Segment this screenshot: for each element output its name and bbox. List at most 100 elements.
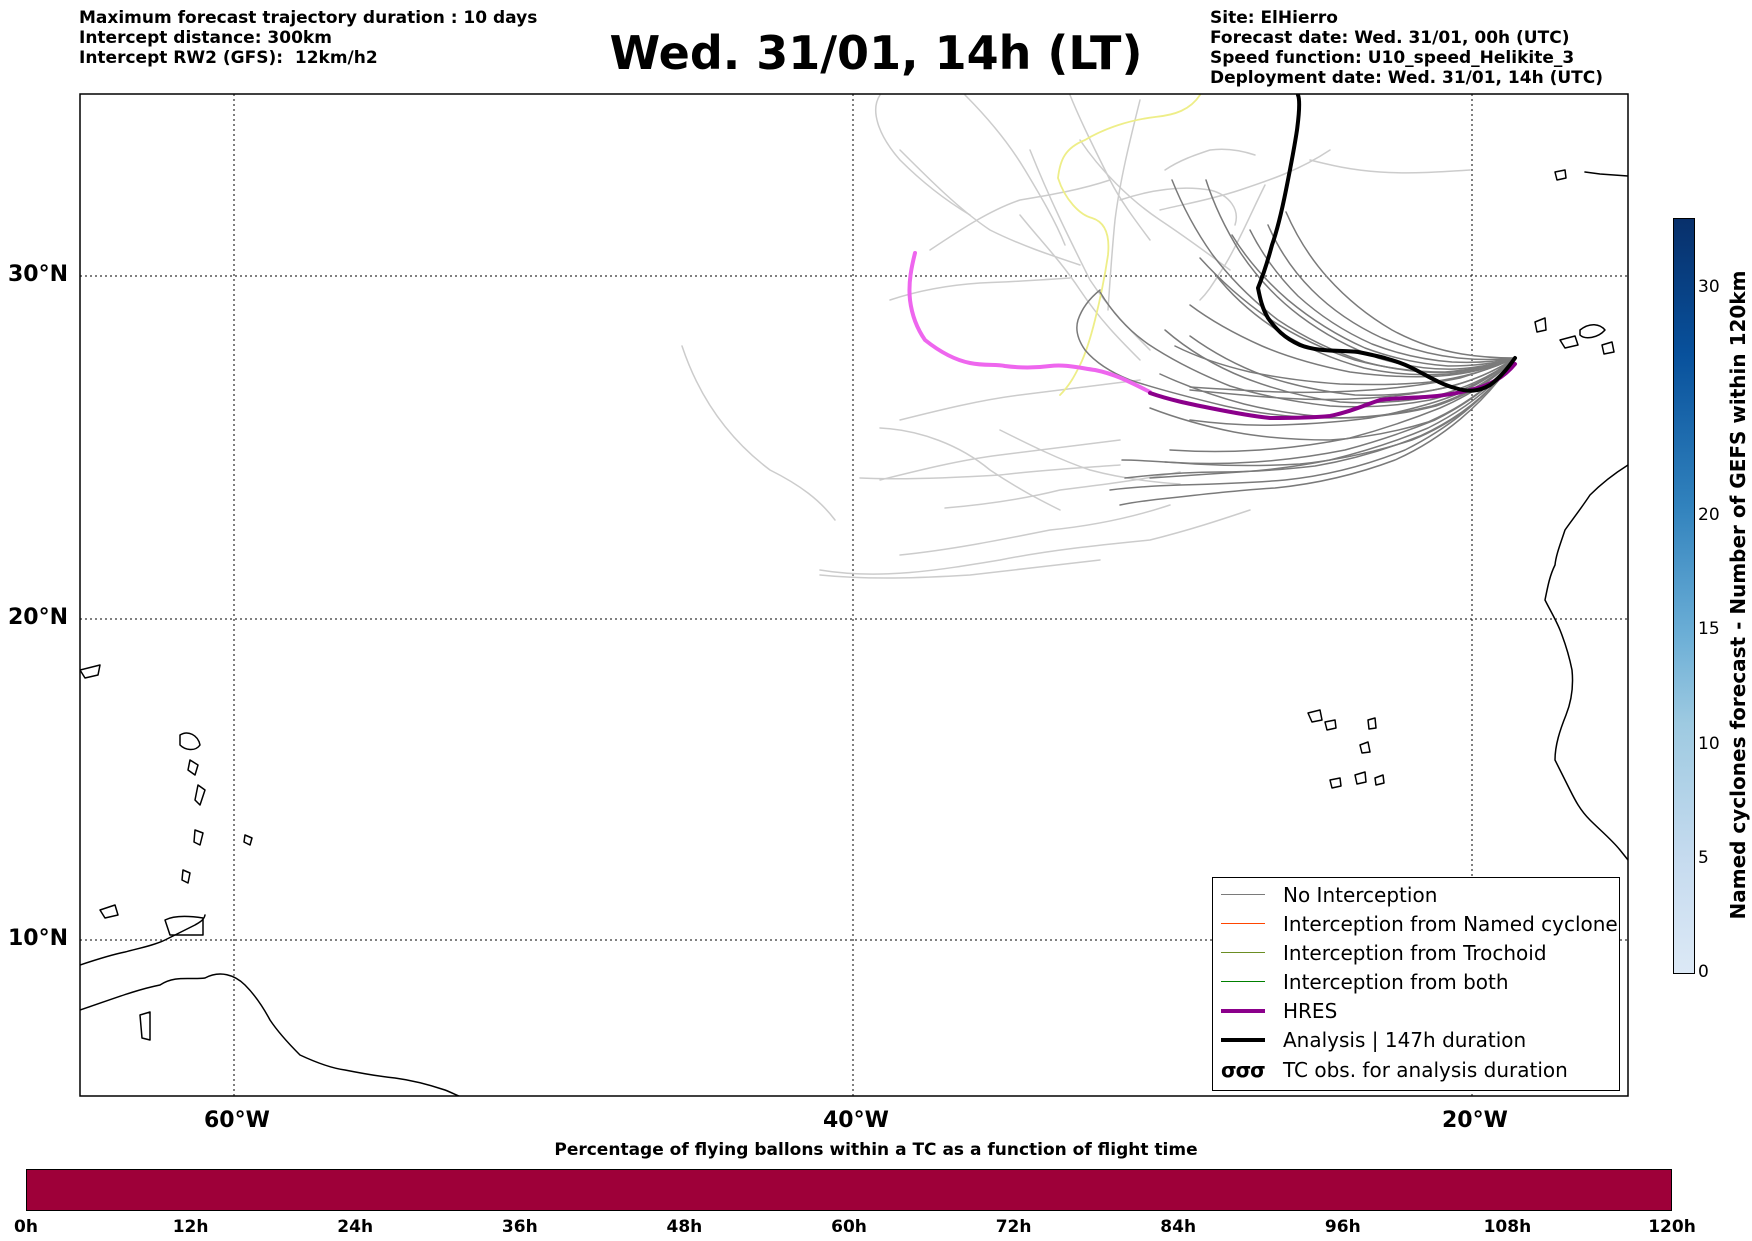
flight-time-tick-0h: 0h: [14, 1217, 38, 1237]
coast-caribbean-4: [194, 784, 206, 806]
coast-africa: [1544, 464, 1628, 861]
light-track-22: [819, 559, 1101, 579]
flight-time-tick-72h: 72h: [995, 1217, 1032, 1237]
coast-caribbean-9: [243, 834, 253, 846]
ensemble-light-tracks: [681, 94, 1471, 579]
header-right-line-4: Deployment date: Wed. 31/01, 14h (UTC): [1210, 68, 1604, 88]
coast-canary-3: [1579, 324, 1606, 339]
light-track-9: [889, 277, 1071, 301]
gray-track-18: [1214, 273, 1516, 376]
legend-swatch-hres: [1221, 1008, 1265, 1013]
coast-canary-4: [1601, 341, 1615, 355]
light-track-1: [681, 345, 836, 521]
gray-track-10: [1119, 357, 1516, 506]
legend-swatch-both: [1221, 981, 1265, 982]
flight-time-bar: [26, 1169, 1672, 1211]
legend-label-hres: HRES: [1283, 998, 1338, 1023]
light-track-3: [879, 427, 1061, 511]
gray-track-19: [1164, 329, 1516, 404]
coast-azores-coast: [1584, 171, 1628, 177]
lon-label-60w: 60°W: [204, 1108, 270, 1133]
coast-cape-verde-3: [1359, 741, 1371, 754]
flight-time-tick-36h: 36h: [501, 1217, 538, 1237]
legend-symbol-tc-obs: σσσ: [1221, 1057, 1266, 1082]
legend: No Interception Interception from Named …: [1212, 877, 1620, 1091]
gray-track-12: [1189, 304, 1516, 378]
colorbar-tick-10: 10: [1698, 733, 1720, 754]
gray-track-14: [1231, 234, 1516, 367]
light-track-14: [1079, 139, 1231, 271]
coast-canary-2: [1559, 335, 1579, 349]
legend-swatch-named-cyclone: [1221, 923, 1265, 924]
hres-track: [907, 251, 1517, 420]
coast-cape-verde-2: [1324, 719, 1337, 731]
coast-cape-verde-4: [1354, 771, 1367, 785]
light-track-12: [875, 94, 971, 216]
lat-label-30: 30°N: [8, 262, 69, 287]
light-track-24: [1309, 159, 1471, 174]
light-track-20: [1107, 99, 1141, 311]
coast-canary-1: [1534, 317, 1547, 333]
light-track-16: [1199, 184, 1266, 301]
legend-item-hres: HRES: [1221, 996, 1337, 1025]
light-track-8: [899, 379, 1141, 421]
legend-item-no-interception: No Interception: [1221, 880, 1437, 909]
gray-track-23: [1171, 179, 1516, 374]
lat-label-10: 10°N: [8, 926, 69, 951]
analysis-track-path: [1256, 94, 1517, 393]
gray-track-16: [1267, 224, 1516, 361]
legend-item-analysis: Analysis | 147h duration: [1221, 1025, 1526, 1054]
header-left-line-2: Intercept distance: 300km: [79, 28, 332, 48]
flight-time-tick-48h: 48h: [666, 1217, 703, 1237]
colorbar-tick-0: 0: [1698, 962, 1709, 982]
flight-time-tick-60h: 60h: [831, 1217, 867, 1237]
light-track-25: [1164, 148, 1256, 171]
colorbar-tick-30: 30: [1698, 276, 1720, 297]
flight-time-tick-108h: 108h: [1483, 1217, 1532, 1237]
header-right-line-1: Site: ElHierro: [1210, 8, 1338, 28]
coast-caribbean-6: [181, 869, 191, 884]
gray-track-25: [1076, 289, 1516, 419]
colorbar-tick-20: 20: [1698, 505, 1720, 526]
legend-label-named-cyclone: Interception from Named cyclone: [1283, 911, 1618, 936]
gray-track-20: [1189, 335, 1516, 396]
coast-cape-verde-5: [1329, 777, 1342, 789]
map-title: Wed. 31/01, 14h (LT): [609, 26, 1143, 80]
legend-item-tc-obs: σσσ TC obs. for analysis duration: [1221, 1055, 1568, 1084]
coast-south-america: [80, 973, 461, 1096]
colorbar-tick-15: 15: [1698, 619, 1720, 640]
coast-trinidad: [164, 915, 204, 936]
coast-madeira: [1554, 169, 1567, 181]
flight-time-tick-24h: 24h: [337, 1217, 374, 1237]
coast-caribbean-3: [187, 759, 199, 776]
legend-label-no-interception: No Interception: [1283, 882, 1438, 907]
light-track-2: [819, 509, 1251, 575]
legend-item-trochoid: Interception from Trochoid: [1221, 938, 1547, 967]
header-right-line-2: Forecast date: Wed. 31/01, 00h (UTC): [1210, 28, 1570, 48]
legend-item-named-cyclone: Interception from Named cyclone: [1221, 909, 1618, 938]
coast-caribbean-8: [139, 1011, 151, 1041]
coastlines: [80, 169, 1628, 1096]
light-track-13: [1029, 149, 1151, 351]
light-track-21: [964, 94, 1066, 246]
light-track-11: [899, 149, 1081, 266]
yellow-track: [1057, 94, 1201, 396]
light-track-5: [899, 504, 1171, 556]
flight-time-tick-120h: 120h: [1648, 1217, 1696, 1237]
gray-track-13: [1199, 257, 1516, 373]
coast-cape-verde-6: [1374, 774, 1385, 786]
map-frame: [79, 93, 1629, 1097]
gray-track-22: [1149, 357, 1516, 441]
lon-label-40w: 40°W: [823, 1108, 889, 1133]
legend-label-analysis: Analysis | 147h duration: [1283, 1027, 1527, 1052]
gray-track-11: [1174, 345, 1516, 386]
coast-caribbean-2: [179, 732, 201, 751]
coast-cape-verde-7: [1367, 717, 1377, 730]
gray-track-24: [1205, 179, 1516, 370]
legend-swatch-trochoid: [1221, 952, 1265, 953]
header-right-line-3: Speed function: U10_speed_Helikite_3: [1210, 48, 1575, 68]
coast-caribbean-7: [99, 904, 119, 919]
hres-light-segment: [907, 251, 1152, 394]
header-left-line-1: Maximum forecast trajectory duration : 1…: [79, 8, 538, 28]
